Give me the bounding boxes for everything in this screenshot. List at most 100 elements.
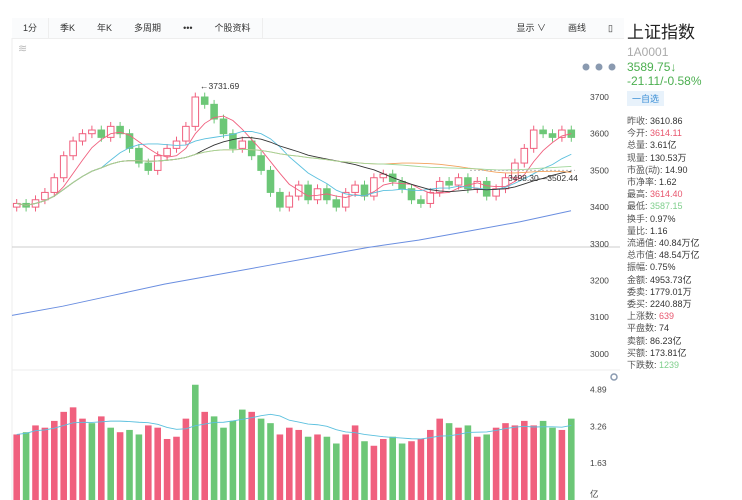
volume-bar [474,436,481,500]
volume-bar [22,432,30,500]
volume-bar [417,438,425,500]
candle [59,155,68,179]
candle [116,125,124,135]
volume-bar [192,384,199,500]
candle [182,125,190,142]
settings-icon [608,63,616,71]
stock-code: 1A0001 [627,45,669,59]
volume-bar [333,443,340,500]
add-watchlist-button[interactable]: 一自选 [627,91,665,106]
volume-bar [257,418,265,500]
candle [445,180,453,186]
candle [370,177,378,197]
volume-bar [436,418,443,500]
stat-row: 最低: 3587.15 [627,201,683,212]
stat-value: 14.90 [665,164,688,175]
draw-line-button[interactable]: 画线 [568,23,587,33]
stat-label: 总市值 [627,250,655,261]
kline-chart[interactable]: ≋ 3700 3600 3500 3400 3300 3200 3100 3000 4.89 3.2… [0,0,625,500]
volume-bar [163,438,171,500]
volume-bar [32,425,39,500]
candle [210,103,218,120]
candle [276,191,284,208]
price-tick-label: 3000 [590,349,609,359]
tab-multi-period[interactable]: 多周期 [134,23,162,33]
candle [454,177,463,186]
candle [247,140,256,157]
volume-bar [201,411,208,500]
stat-label: 买额 [627,347,646,358]
period-toolbar: 1分 季K 年K 多周期 ••• 个股资料 显示 ∨ 画线 ▯ [12,18,624,39]
stat-label: 今开 [627,128,646,139]
stat-value: 2240.88万 [650,299,692,310]
stat-value: 130.53万 [650,152,687,163]
volume-bar [323,436,331,500]
volume-bar [464,425,472,500]
volume-bar [126,429,133,500]
high-annotation: ←3731.69 [200,81,239,91]
stat-label: 市净率 [627,177,655,188]
stat-row: 总量: 3.61亿 [627,140,677,151]
volume-bar [107,427,114,500]
volume-bar [145,425,152,500]
stat-row: 买额: 173.81亿 [627,347,687,358]
volume-bar [521,420,528,500]
zoom-out-icon [595,63,603,71]
stat-value: 3587.15 [650,201,683,212]
volume-bar [549,427,556,500]
candle [50,177,59,193]
candle [229,133,237,149]
stat-value: 639 [659,311,675,322]
tab-stock-info[interactable]: 个股资料 [204,18,263,38]
candle [257,155,265,171]
display-dropdown[interactable]: 显示 ∨ [516,23,547,33]
volume-bar [483,434,490,500]
ma250-line [11,210,572,316]
last-price: 3589.75↓ [627,60,677,74]
candle [97,129,106,138]
volume-bar [51,420,58,500]
candle [351,184,359,193]
stat-label: 上涨数 [627,311,655,322]
stat-label: 昨收 [627,116,646,126]
stat-label: 振幅 [627,262,646,273]
stat-row: 振幅: 0.75% [627,262,676,273]
volume-bar [314,434,321,500]
volume-bar [361,441,368,500]
volume-bar [239,409,246,500]
volume-bar [229,420,237,500]
stat-label: 量比 [627,225,646,236]
volume-bar [173,436,180,500]
volume-bar [398,443,406,500]
candle [473,180,482,190]
stat-value: 0.97% [650,213,676,224]
tab-year-k[interactable]: 年K [97,23,113,33]
stat-value: 4953.73亿 [650,274,692,285]
volume-bar [568,418,575,500]
more-button[interactable]: ••• [183,23,193,33]
tab-1min[interactable]: 1分 [12,18,50,38]
panel-toggle-icon[interactable]: ▯ [608,23,613,33]
ma10-line [16,131,572,206]
candle [238,140,247,149]
volume-bar [182,418,190,500]
price-tick-label: 3500 [590,165,609,175]
stat-row: 上涨数: 639 [627,311,675,322]
stat-value: 3614.11 [650,128,682,139]
stat-row: 现量: 130.53万 [627,152,687,163]
tab-quarter-k[interactable]: 季K [60,23,76,33]
volume-bar [408,441,415,500]
volume-bar [98,416,105,500]
volume-bar [370,445,378,500]
candle [417,199,425,204]
stat-value: 1.62 [659,177,677,188]
candle [191,96,200,127]
volume-bar [248,411,255,500]
candle [125,133,134,149]
candle [492,188,500,197]
stat-label: 最低 [627,201,646,212]
volume-bar [79,418,86,500]
stat-row: 委买: 2240.88万 [627,299,692,310]
volume-bar [69,407,77,500]
stat-label: 卖额 [627,335,646,346]
